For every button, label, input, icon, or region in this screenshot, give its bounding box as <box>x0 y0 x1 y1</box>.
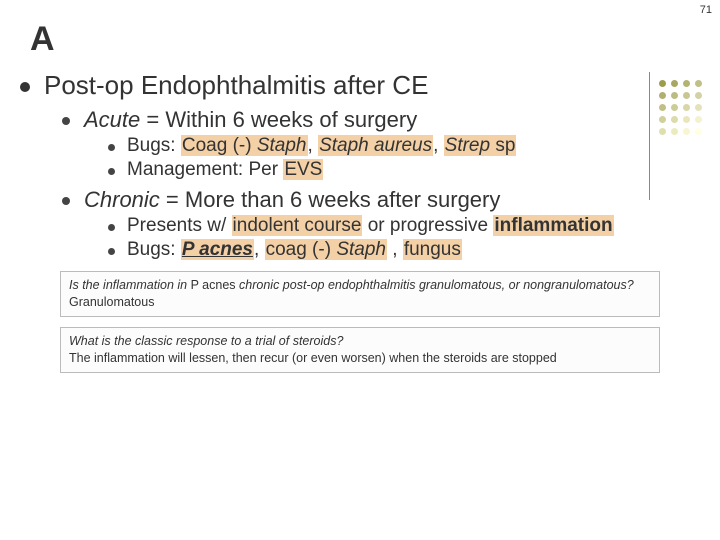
slide-content: Post-op Endophthalmitis after CE Acute =… <box>20 70 680 379</box>
page-number: 71 <box>700 4 712 16</box>
grid-dot <box>683 116 690 123</box>
qa2-answer: The inflammation will lessen, then recur… <box>69 350 651 367</box>
highlight: coag (-) Staph <box>265 239 387 260</box>
acute-row: Acute = Within 6 weeks of surgery <box>62 107 680 133</box>
grid-dot <box>695 80 702 87</box>
qa2-question: What is the classic response to a trial … <box>69 333 651 350</box>
highlight: P acnes <box>181 239 254 260</box>
qa-box-2: What is the classic response to a trial … <box>60 327 660 373</box>
grid-dot <box>683 128 690 135</box>
bullet-dot <box>108 144 115 151</box>
acute-mgmt-text: Management: Per EVS <box>127 159 323 181</box>
grid-dot <box>695 92 702 99</box>
chronic-bugs-text: Bugs: P acnes, coag (-) Staph , fungus <box>127 239 462 261</box>
acute-bugs-row: Bugs: Coag (-) Staph, Staph aureus, Stre… <box>108 135 680 157</box>
heading-text: Post-op Endophthalmitis after CE <box>44 70 428 101</box>
grid-dot <box>683 104 690 111</box>
chronic-text: Chronic = More than 6 weeks after surger… <box>84 187 500 213</box>
chronic-label-italic: Chronic <box>84 187 160 212</box>
highlight: Staph aureus <box>318 135 433 156</box>
grid-dot <box>695 104 702 111</box>
chronic-presents-row: Presents w/ indolent course or progressi… <box>108 215 680 237</box>
highlight: fungus <box>403 239 462 260</box>
highlight: EVS <box>283 159 323 180</box>
bullet-dot <box>108 224 115 231</box>
bullet-dot <box>108 248 115 255</box>
chronic-label-rest: = More than 6 weeks after surgery <box>160 187 501 212</box>
qa1-answer: Granulomatous <box>69 294 651 311</box>
label: Bugs: <box>127 135 181 156</box>
acute-label-italic: Acute <box>84 107 140 132</box>
chronic-bugs-row: Bugs: P acnes, coag (-) Staph , fungus <box>108 239 680 261</box>
chronic-row: Chronic = More than 6 weeks after surger… <box>62 187 680 213</box>
bullet-dot <box>108 168 115 175</box>
highlight: Strep sp <box>444 135 517 156</box>
heading-row: Post-op Endophthalmitis after CE <box>20 70 680 101</box>
chronic-presents-text: Presents w/ indolent course or progressi… <box>127 215 614 237</box>
acute-mgmt-row: Management: Per EVS <box>108 159 680 181</box>
acute-text: Acute = Within 6 weeks of surgery <box>84 107 417 133</box>
acute-bugs-text: Bugs: Coag (-) Staph, Staph aureus, Stre… <box>127 135 516 157</box>
bullet-dot <box>20 82 30 92</box>
grid-dot <box>683 80 690 87</box>
qa-box-1: Is the inflammation in P acnes chronic p… <box>60 271 660 317</box>
grid-dot <box>695 116 702 123</box>
highlight: Coag (-) Staph <box>181 135 308 156</box>
acute-label-rest: = Within 6 weeks of surgery <box>140 107 417 132</box>
highlight: indolent course <box>232 215 363 236</box>
grid-dot <box>695 128 702 135</box>
bullet-dot <box>62 197 70 205</box>
highlight: inflammation <box>493 215 613 236</box>
bullet-dot <box>62 117 70 125</box>
qa1-question: Is the inflammation in P acnes chronic p… <box>69 277 651 294</box>
grid-dot <box>683 92 690 99</box>
slide-letter: A <box>30 20 55 59</box>
